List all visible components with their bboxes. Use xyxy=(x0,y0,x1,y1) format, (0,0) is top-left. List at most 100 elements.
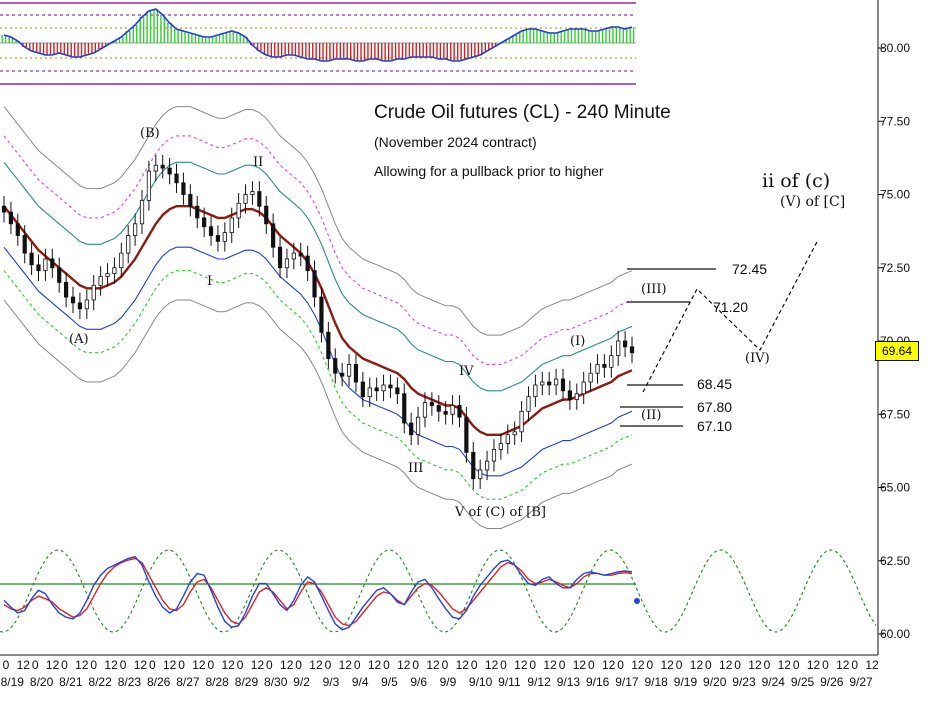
candle-body xyxy=(478,469,483,480)
x-hour-label: 12 xyxy=(690,658,704,672)
candle-body xyxy=(409,422,414,436)
x-hour-label: 12 xyxy=(251,658,265,672)
candle-body xyxy=(43,258,48,272)
candle-body xyxy=(112,267,117,275)
candle-body xyxy=(512,431,517,436)
candle-body xyxy=(581,381,586,395)
wave-label-wIII: (III) xyxy=(641,282,667,297)
x-hour-label: 12 xyxy=(748,658,762,672)
x-hour-label: 0 xyxy=(354,658,361,672)
level-68-45: 68.45 xyxy=(697,376,732,392)
moving-average-line xyxy=(3,205,633,436)
x-date-label: 8/19 xyxy=(1,675,25,689)
x-date-label: 9/2 xyxy=(293,675,310,689)
candle-body xyxy=(105,273,110,277)
x-hour-label: 12 xyxy=(807,658,821,672)
x-hour-label: 0 xyxy=(90,658,97,672)
y-tick-label: 72.50 xyxy=(880,261,910,275)
level-72-45: 72.45 xyxy=(732,261,767,277)
candle-body xyxy=(64,281,69,298)
x-hour-label: 12 xyxy=(222,658,236,672)
candle-body xyxy=(84,299,89,310)
x-hour-label: 0 xyxy=(734,658,741,672)
wave-label-wI: (I) xyxy=(570,334,585,349)
y-tick-label: 67.50 xyxy=(880,407,910,421)
candle-body xyxy=(457,405,462,418)
candle-body xyxy=(381,384,386,392)
candle-body xyxy=(229,217,234,233)
candle-body xyxy=(595,364,600,374)
candle-body xyxy=(215,235,221,242)
candle-body xyxy=(353,364,359,383)
x-hour-label: 12 xyxy=(719,658,733,672)
candle-body xyxy=(395,387,400,395)
candle-body xyxy=(588,372,593,383)
target-label-sub: (V) of [C] xyxy=(780,194,846,210)
level-71-20: 71.20 xyxy=(713,299,748,315)
candle-body xyxy=(340,372,345,377)
wave-label-III: III xyxy=(408,461,423,476)
wave-label-wII: (II) xyxy=(641,408,661,423)
wave-label-B: (B) xyxy=(140,126,160,141)
candle-body xyxy=(98,276,103,286)
x-hour-label: 0 xyxy=(208,658,215,672)
x-date-label: 8/29 xyxy=(235,675,259,689)
candle-body xyxy=(119,252,124,269)
x-hour-label: 0 xyxy=(529,658,536,672)
x-hour-label: 0 xyxy=(851,658,858,672)
x-hour-label: 0 xyxy=(676,658,683,672)
x-date-label: 9/9 xyxy=(440,675,457,689)
candle-body xyxy=(174,173,179,184)
x-hour-label: 12 xyxy=(778,658,792,672)
candle-body xyxy=(540,381,545,386)
x-hour-label: 12 xyxy=(104,658,118,672)
x-date-label: 9/26 xyxy=(820,675,844,689)
wave-label-I: I xyxy=(207,274,212,289)
x-date-label: 8/21 xyxy=(59,675,83,689)
candle-body xyxy=(505,434,510,444)
x-date-label: 9/11 xyxy=(498,675,521,689)
candle-body xyxy=(139,199,145,225)
x-hour-label: 12 xyxy=(309,658,323,672)
cycle-dashed-line xyxy=(0,549,877,633)
candle-body xyxy=(402,393,407,424)
x-date-label: 8/28 xyxy=(206,675,230,689)
x-hour-label: 12 xyxy=(163,658,177,672)
candle-body xyxy=(519,410,524,433)
x-hour-label: 0 xyxy=(412,658,419,672)
x-hour-label: 0 xyxy=(237,658,244,672)
x-hour-label: 0 xyxy=(442,658,449,672)
candle-body xyxy=(319,296,324,333)
wave-label-A: (A) xyxy=(69,332,89,347)
x-hour-label: 12 xyxy=(280,658,294,672)
candle-body xyxy=(415,416,421,436)
candle-body xyxy=(374,387,379,392)
x-hour-label: 0 xyxy=(383,658,390,672)
stoch-red-line xyxy=(3,557,633,627)
chart-subtitle: (November 2024 contract) xyxy=(374,134,537,150)
candle-body xyxy=(471,451,476,480)
oscillator-line xyxy=(3,8,633,62)
x-hour-label: 0 xyxy=(295,658,302,672)
wave-label-IV: IV xyxy=(459,364,474,379)
x-date-label: 9/10 xyxy=(469,675,493,689)
candle-body xyxy=(257,191,262,207)
candle-body xyxy=(77,302,83,310)
x-hour-label: 0 xyxy=(32,658,39,672)
x-hour-label: 12 xyxy=(485,658,499,672)
x-hour-label: 12 xyxy=(631,658,645,672)
x-hour-label: 0 xyxy=(705,658,712,672)
x-date-label: 9/4 xyxy=(352,675,369,689)
candle-body xyxy=(298,252,303,257)
candle-body xyxy=(616,340,621,357)
x-hour-label: 12 xyxy=(134,658,148,672)
y-tick-label: 62.50 xyxy=(880,554,910,568)
oscillator-histogram xyxy=(1,9,635,61)
x-hour-label: 0 xyxy=(266,658,273,672)
candle-body xyxy=(202,217,207,228)
candle-body xyxy=(553,378,559,386)
candle-body xyxy=(443,410,448,415)
candle-body xyxy=(567,390,572,400)
candle-body xyxy=(346,364,352,377)
